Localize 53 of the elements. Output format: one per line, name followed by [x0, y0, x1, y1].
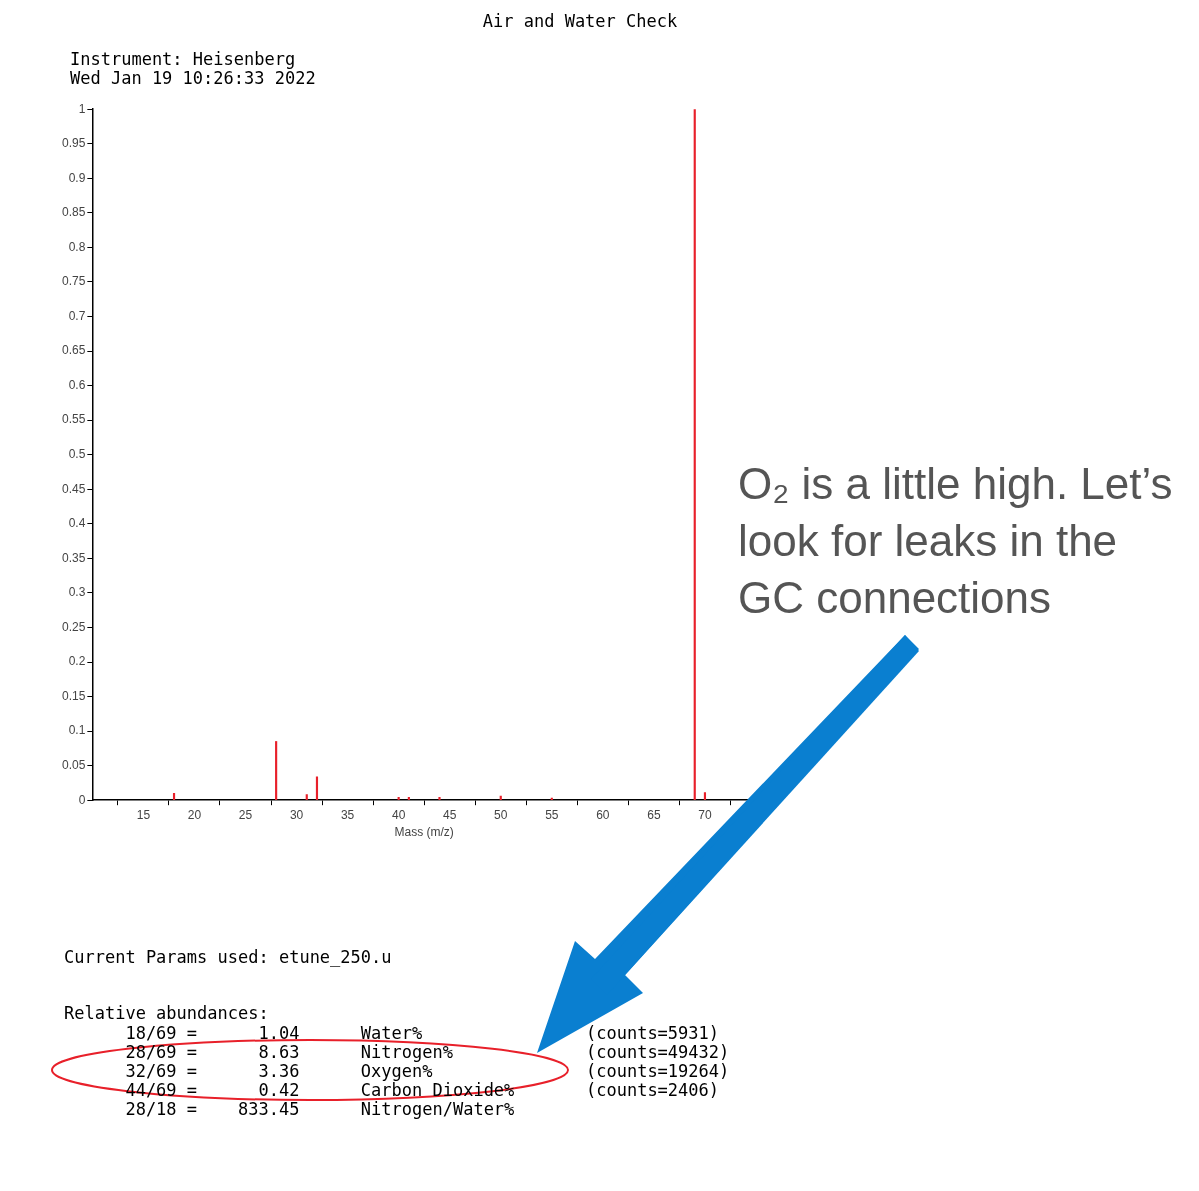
text: Relative abundances:	[64, 1003, 269, 1023]
x-tick-label: 20	[187, 807, 202, 822]
text: 32/69 = 3.36 Oxygen% (counts=19264)	[124, 1061, 730, 1081]
x-tick-label: 70	[698, 807, 712, 822]
bar	[438, 797, 441, 801]
y-tick-label: 0.4	[68, 516, 86, 531]
y-tick-label: 0.5	[68, 447, 86, 462]
y-tick-label: 0.1	[68, 723, 86, 738]
bar	[703, 792, 707, 801]
annotation: O₂ is a little high. Let’s look for leaks in the GC connections	[738, 458, 1174, 624]
x-tick-label: 50	[494, 807, 508, 822]
bar	[407, 797, 410, 801]
y-tick-label: 0.6	[68, 377, 86, 392]
x-tick-label: 40	[391, 807, 406, 822]
y-tick-label: 0.15	[62, 688, 86, 703]
y-tick-label: 0.45	[62, 481, 86, 496]
x-tick-label: 65	[647, 807, 661, 822]
text: 18/69 = 1.04 Water% (counts=5931)	[124, 1023, 720, 1043]
y-tick-label: 0.95	[62, 136, 86, 151]
text: 28/69 = 8.63 Nitrogen% (counts=49432)	[124, 1042, 730, 1062]
x-axis-title: Mass (m/z)	[394, 825, 454, 840]
x-tick-label: 55	[545, 807, 559, 822]
bar	[172, 792, 176, 801]
x-tick-label: 25	[238, 807, 253, 822]
bar	[305, 794, 308, 801]
y-tick-label: 0.7	[68, 308, 86, 323]
x-tick-label: 60	[596, 807, 610, 822]
y-tick-label: 1	[78, 101, 86, 116]
x-tick-label: 15	[136, 807, 151, 822]
y-tick-label: 0	[78, 792, 86, 807]
bar	[397, 797, 400, 801]
x-tick-label: 30	[289, 807, 304, 822]
y-tick-label: 0.25	[62, 619, 86, 634]
text: Wed Jan 19 10:26:33 2022	[70, 68, 316, 88]
y-tick-label: 0.55	[62, 412, 86, 427]
text: Instrument: Heisenberg	[70, 49, 296, 69]
bar	[693, 109, 696, 801]
y-tick-label: 0.8	[68, 239, 86, 254]
y-tick-label: 0.85	[62, 205, 86, 220]
bar	[315, 776, 319, 801]
y-tick-label: 0.2	[68, 654, 86, 669]
y-tick-label: 0.05	[62, 757, 86, 772]
x-tick-label: 45	[443, 807, 457, 822]
text: Current Params used: etune_250.u	[64, 947, 392, 967]
y-tick-label: 0.9	[68, 170, 86, 185]
chart-title: Air and Water Check	[481, 11, 679, 31]
y-tick-label: 0.75	[62, 274, 86, 289]
bar	[275, 741, 278, 801]
x-tick-label: 35	[340, 807, 355, 822]
text: 28/18 = 833.45 Nitrogen/Water%	[124, 1099, 515, 1119]
y-tick-label: 0.3	[68, 585, 86, 600]
y-tick-label: 0.35	[62, 550, 86, 565]
y-tick-label: 0.65	[62, 343, 86, 358]
